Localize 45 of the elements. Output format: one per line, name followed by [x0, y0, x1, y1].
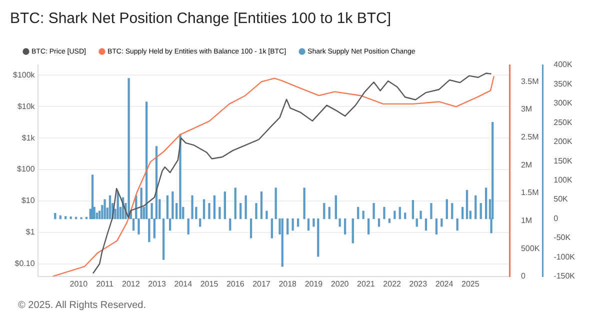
x-tick-label: 2014 [174, 279, 193, 288]
x-tick-label: 2011 [96, 279, 114, 288]
x-tick-label: 2016 [226, 279, 245, 288]
y3-tick-label: 300K [554, 98, 573, 108]
x-tick-label: 2012 [122, 279, 140, 288]
x-tick-label: 2017 [252, 279, 271, 288]
x-tick-label: 2015 [200, 279, 219, 288]
y3-tick-label: 100K [554, 176, 573, 185]
y-tick-label: $0.10 [14, 259, 36, 268]
y2-tick-label: 2.5M [520, 132, 540, 142]
y-tick-label: $1k [22, 133, 36, 142]
y3-tick-label: 400K [554, 60, 573, 70]
y-tick-label: $100 [17, 164, 36, 174]
y3-tick-label: 250K [554, 118, 573, 127]
y-tick-label: $10k [17, 102, 36, 111]
y-tick-label: $100k [13, 70, 36, 80]
y3-tick-label: -150K [554, 272, 576, 281]
y3-tick-label: 350K [554, 79, 573, 88]
y-tick-label: $1 [26, 228, 36, 237]
y3-tick-label: -50K [554, 233, 572, 242]
x-tick-label: 2010 [70, 279, 88, 288]
y2-tick-label: 0 [520, 272, 526, 281]
x-tick-label: 2019 [304, 279, 324, 288]
chart-title: BTC: Shark Net Position Change [Entities 100 to 1k BTC] [10, 10, 392, 28]
y2-tick-label: 3M [520, 104, 532, 114]
x-tick-label: 2025 [462, 279, 480, 288]
x-tick-label: 2024 [435, 279, 454, 288]
x-tick-label: 2022 [383, 279, 402, 288]
y2-tick-label: 3.5M [520, 76, 540, 86]
x-tick-label: 2023 [409, 279, 428, 288]
y3-tick-label: -100K [554, 252, 576, 262]
y3-tick-label: 200K [554, 137, 573, 146]
y3-tick-label: 0 [554, 214, 559, 223]
y-tick-label: $10 [21, 196, 36, 206]
x-tick-label: 2021 [357, 279, 376, 288]
y2-tick-label: 500K [520, 244, 540, 253]
y3-tick-label: 50K [554, 194, 569, 204]
y3-tick-label: 150K [554, 156, 573, 166]
x-tick-label: 2018 [278, 279, 298, 288]
y2-tick-label: 2M [520, 160, 532, 170]
x-tick-label: 2013 [148, 279, 166, 288]
x-tick-label: 2020 [330, 279, 350, 288]
text: © 2025. All Rights Reserved. [18, 300, 146, 311]
y2-tick-label: 1M [520, 216, 532, 225]
y2-tick-label: 1.5M [520, 188, 540, 198]
